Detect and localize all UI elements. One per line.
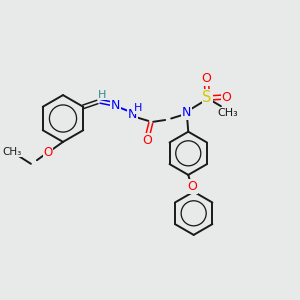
Text: O: O — [221, 91, 231, 104]
Text: O: O — [202, 72, 212, 85]
Text: O: O — [142, 134, 152, 147]
Text: CH₃: CH₃ — [2, 147, 22, 157]
Text: H: H — [134, 103, 142, 113]
Text: CH₃: CH₃ — [217, 108, 238, 118]
Text: H: H — [98, 90, 107, 100]
Text: N: N — [111, 98, 120, 112]
Text: O: O — [187, 180, 197, 193]
Text: N: N — [182, 106, 191, 119]
Text: S: S — [202, 90, 212, 105]
Text: N: N — [128, 108, 137, 121]
Text: O: O — [44, 146, 52, 159]
